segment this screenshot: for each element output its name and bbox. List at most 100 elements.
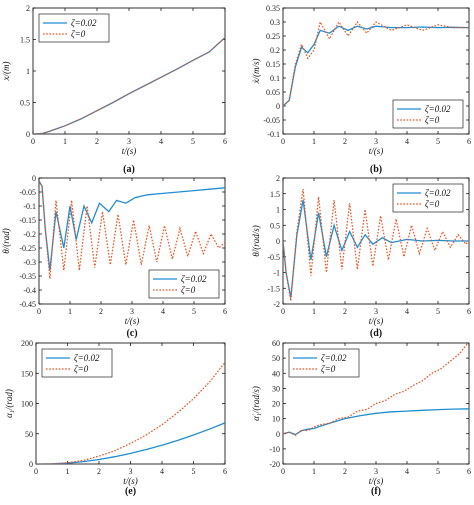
y-tick-label: 1.5 <box>20 36 30 45</box>
x-tick-label: 1 <box>63 137 67 146</box>
legend: ζ=0.02ζ=0 <box>41 348 113 378</box>
y-tick-label: -0.45 <box>19 300 36 309</box>
y-tick-label: 0 <box>276 430 280 439</box>
y-tick-label: 50 <box>25 430 33 439</box>
y-tick-label: 0 <box>32 174 36 183</box>
x-tick-label: 1 <box>68 307 72 316</box>
x-tick-label: 2 <box>343 307 347 316</box>
x-tick-label: 3 <box>374 307 378 316</box>
panel-caption: (b) <box>370 164 382 175</box>
x-tick-label: 3 <box>127 137 131 146</box>
y-tick-label: 0.3 <box>270 18 280 27</box>
y-axis-label: θ̇/(rad/s) <box>251 225 261 256</box>
series-line-zeta-0-02 <box>283 408 469 436</box>
y-tick-label: 0.1 <box>270 74 280 83</box>
x-tick-label: 6 <box>467 467 471 476</box>
legend-box <box>38 13 110 43</box>
x-axis-label: t/(s) <box>369 476 384 486</box>
y-tick-label: 60 <box>272 339 280 348</box>
x-tick-label: 4 <box>161 307 165 316</box>
y-tick-label: 100 <box>21 400 33 409</box>
x-tick-label: 3 <box>129 467 133 476</box>
series-line-zeta-0-02 <box>36 422 225 464</box>
y-tick-label: -0.25 <box>19 244 36 253</box>
series-line-zeta-0 <box>283 188 469 301</box>
series-line-zeta-0-02 <box>39 180 225 271</box>
y-tick-label: 0 <box>26 130 30 139</box>
legend-label: ζ=0.02 <box>425 104 451 114</box>
x-tick-label: 5 <box>436 467 440 476</box>
y-tick-label: -0.3 <box>23 258 36 267</box>
x-axis-label: t/(s) <box>122 146 137 156</box>
panel-caption: (f) <box>371 486 381 497</box>
y-tick-label: -1 <box>273 269 280 278</box>
x-tick-label: 2 <box>343 137 347 146</box>
panel-caption: (e) <box>125 486 136 497</box>
y-tick-label: 0 <box>29 460 33 469</box>
y-axis-label: x/(m) <box>1 62 11 82</box>
y-tick-label: 30 <box>272 384 280 393</box>
y-tick-label: -0.15 <box>19 216 36 225</box>
x-tick-label: 0 <box>281 307 285 316</box>
panel-caption: (d) <box>370 328 382 339</box>
x-tick-label: 4 <box>405 137 409 146</box>
x-axis-label: t/(s) <box>125 316 140 326</box>
y-tick-label: 2 <box>276 174 280 183</box>
y-tick-label: -0.05 <box>263 116 280 125</box>
x-tick-label: 5 <box>436 137 440 146</box>
y-axis-label: α̇₁/(rad/s) <box>251 386 261 421</box>
legend-label: ζ=0.02 <box>71 18 97 28</box>
y-tick-label: 50 <box>272 354 280 363</box>
panel-caption: (a) <box>123 164 135 175</box>
x-axis-label: t/(s) <box>369 316 384 326</box>
y-tick-label: 0.05 <box>266 88 280 97</box>
y-tick-label: -10 <box>269 445 280 454</box>
y-axis-label: α₁/(rad) <box>4 389 14 418</box>
x-tick-label: 6 <box>223 307 227 316</box>
chart-panel-d: 0 1 2 3 4 5 6 -2 -1.5 -1 -0.5 0 0.5 1 1.5 2 t/(s) θ̇/(rad… <box>251 174 471 339</box>
y-tick-label: -2 <box>273 300 280 309</box>
y-tick-label: -0.4 <box>23 286 36 295</box>
series-line-zeta-0-02 <box>283 25 469 107</box>
series-line-zeta-0 <box>283 343 469 437</box>
chart-panel-f: 0 1 2 3 4 5 6 -20 -10 0 10 20 30 40 50 60 t/(s) α̇₁/(rad/… <box>251 339 471 497</box>
y-tick-label: 20 <box>272 400 280 409</box>
y-tick-label: 150 <box>21 369 33 378</box>
legend: ζ=0.02ζ=0 <box>392 183 464 213</box>
legend-label: ζ=0.02 <box>74 353 100 363</box>
legend-label: ζ=0 <box>425 199 440 209</box>
y-tick-label: 0.2 <box>270 46 280 55</box>
y-axis-label: θ/(rad) <box>1 228 11 253</box>
legend-label: ζ=0.02 <box>181 274 207 284</box>
legend-box <box>392 99 464 129</box>
legend-label: ζ=0 <box>71 29 86 39</box>
x-axis-label: t/(s) <box>369 146 384 156</box>
x-tick-label: 4 <box>159 137 163 146</box>
y-tick-label: 1 <box>26 67 30 76</box>
chart-panel-c: 0 1 2 3 4 5 6 -0.45 -0.4 -0.35 -0.3 -0.25 -0.2 -0.15 -… <box>1 174 227 339</box>
x-tick-label: 6 <box>223 137 227 146</box>
series-line-zeta-0-02 <box>283 199 469 298</box>
y-tick-label: 1 <box>276 206 280 215</box>
x-tick-label: 0 <box>281 137 285 146</box>
panel-caption: (c) <box>126 328 137 339</box>
x-tick-label: 4 <box>160 467 164 476</box>
y-tick-label: 2 <box>26 4 30 13</box>
legend-label: ζ=0 <box>181 285 196 295</box>
legend-label: ζ=0.02 <box>321 353 347 363</box>
legend-label: ζ=0 <box>425 115 440 125</box>
legend-box <box>392 183 464 213</box>
y-tick-label: 200 <box>21 339 33 348</box>
legend: ζ=0.02ζ=0 <box>288 348 360 378</box>
y-tick-label: 0.35 <box>266 4 280 13</box>
legend-label: ζ=0 <box>74 364 89 374</box>
series-line-zeta-0 <box>39 180 225 279</box>
y-tick-label: 1.5 <box>270 190 280 199</box>
x-tick-label: 5 <box>191 137 195 146</box>
y-tick-label: -0.2 <box>23 230 36 239</box>
legend-label: ζ=0 <box>321 364 336 374</box>
y-tick-label: -0.05 <box>19 188 36 197</box>
y-axis-label: ẋ/(m/s) <box>251 59 261 85</box>
y-tick-label: -20 <box>269 460 280 469</box>
